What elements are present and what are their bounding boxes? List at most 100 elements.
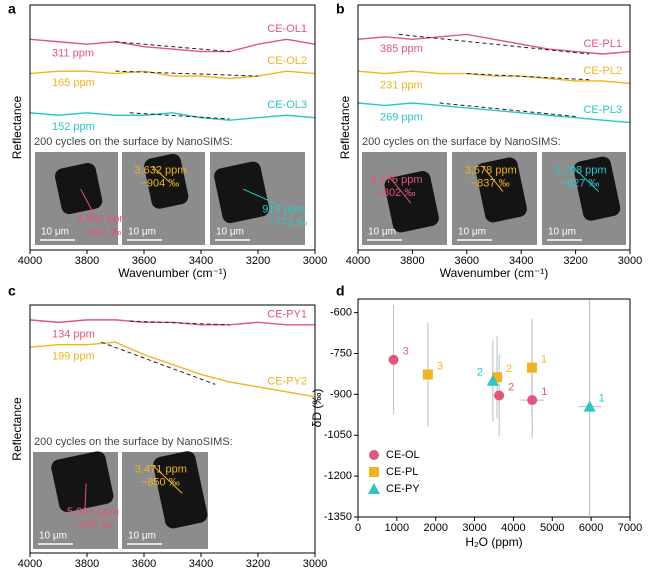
scale-label: 10 μm [128, 531, 156, 542]
inset-ppm: 3,632 ppm [134, 165, 186, 177]
x-tick-label: 4000 [18, 255, 42, 267]
inset-title: 200 cycles on the surface by NanoSIMS: [34, 136, 233, 148]
marker [422, 369, 433, 380]
panel-label: c [8, 283, 16, 299]
ppm-label: 311 ppm [52, 48, 94, 60]
spectrum [29, 38, 316, 53]
inset-ppm: 5,962 ppm [67, 506, 119, 518]
ppm-label: 152 ppm [52, 121, 95, 133]
y-tick-label: -750 [330, 347, 352, 359]
inset-delta: −921 ‰ [83, 226, 122, 238]
spectrum [29, 70, 316, 80]
grain [214, 161, 270, 224]
marker [492, 372, 503, 383]
x-tick-label: 5000 [540, 522, 564, 534]
inset-delta: −904 ‰ [140, 178, 179, 190]
plot-area [389, 299, 602, 516]
inset-ppm: 4,483 ppm [77, 213, 129, 225]
y-tick-label: -1200 [324, 470, 352, 482]
axes-frame [29, 4, 316, 251]
x-tick-label: 3200 [563, 255, 587, 267]
inset-delta: −850 ‰ [141, 476, 180, 488]
series-label: CE-OL2 [267, 55, 307, 67]
inset-ppm: 4,476 ppm [371, 174, 423, 186]
ppm-label: 134 ppm [52, 328, 95, 340]
panel-label: d [336, 283, 345, 299]
y-axis-label: Reflectance [10, 397, 24, 461]
axes-frame [357, 4, 631, 251]
marker [583, 400, 596, 412]
legend-marker [369, 467, 379, 477]
x-tick-label: 3600 [132, 558, 156, 570]
x-tick-label: 7000 [618, 522, 642, 534]
axes-frame [29, 304, 316, 554]
scale-label: 10 μm [39, 531, 67, 542]
marker [388, 354, 399, 365]
ppm-label: 199 ppm [52, 351, 95, 363]
pointer [84, 483, 87, 509]
inset-delta: −945 ‰ [73, 519, 112, 531]
ppm-label: 269 ppm [380, 111, 423, 123]
x-tick-label: 3800 [400, 255, 424, 267]
ppm-label: 165 ppm [52, 77, 95, 89]
pointer [243, 188, 281, 207]
baseline [115, 70, 259, 77]
x-tick-label: 2000 [423, 522, 447, 534]
inset-ppm: 3,578 ppm [465, 165, 517, 177]
scale-label: 10 μm [216, 227, 244, 238]
inset-delta: −827 ‰ [561, 178, 600, 190]
inset-delta: −773 ‰ [268, 217, 307, 229]
baseline [115, 41, 230, 53]
x-tick-label: 0 [355, 522, 361, 534]
x-tick-label: 3400 [189, 255, 213, 267]
inset-delta: −837 ‰ [471, 178, 510, 190]
x-tick-label: 3200 [246, 558, 270, 570]
point-label: 1 [541, 386, 547, 398]
x-tick-label: 3800 [75, 558, 99, 570]
x-tick-label: 1000 [385, 522, 409, 534]
grain [144, 153, 189, 209]
legend-label: CE-PL [386, 466, 418, 478]
inset-title: 200 cycles on the surface by NanoSIMS: [34, 436, 233, 448]
series-label: CE-PL2 [583, 65, 622, 77]
x-tick-label: 3800 [75, 255, 99, 267]
marker [494, 390, 505, 401]
spectrum [357, 33, 631, 55]
point-label: 3 [437, 360, 443, 372]
x-tick-label: 3000 [303, 558, 327, 570]
series-label: CE-PL3 [583, 104, 622, 116]
y-axis-label: Reflectance [338, 95, 352, 159]
y-tick-label: -1050 [324, 429, 352, 441]
inset-ppm: 1,798 ppm [555, 165, 607, 177]
pointer [388, 175, 412, 204]
x-tick-label: 3000 [303, 255, 327, 267]
spectrum [29, 112, 316, 121]
axes-frame [357, 298, 631, 518]
grain [51, 451, 114, 513]
x-tick-label: 4000 [346, 255, 370, 267]
legend-label: CE-OL [386, 449, 420, 461]
x-tick-label: 4000 [18, 558, 42, 570]
series-label: CE-PY1 [267, 309, 307, 321]
point-label: 1 [599, 393, 605, 405]
scale-label: 10 μm [368, 227, 396, 238]
x-axis-label: H₂O (ppm) [465, 535, 522, 549]
y-axis-label: Reflectance [10, 95, 24, 159]
y-axis-label: δD (‰) [310, 389, 324, 428]
x-tick-label: 3400 [189, 558, 213, 570]
series-label: CE-OL1 [267, 23, 307, 35]
x-tick-label: 6000 [579, 522, 603, 534]
grain [573, 156, 621, 221]
legend-marker [369, 450, 379, 460]
panel-label: b [336, 1, 345, 17]
scale-label: 10 μm [128, 227, 156, 238]
x-tick-label: 3400 [509, 255, 533, 267]
spectrum [29, 341, 316, 398]
baseline [129, 112, 230, 120]
pointer [152, 166, 171, 183]
x-axis-label: Wavenumber (cm⁻¹) [440, 266, 549, 280]
grain [54, 162, 103, 215]
x-tick-label: 3600 [132, 255, 156, 267]
y-tick-label: -600 [330, 307, 352, 319]
